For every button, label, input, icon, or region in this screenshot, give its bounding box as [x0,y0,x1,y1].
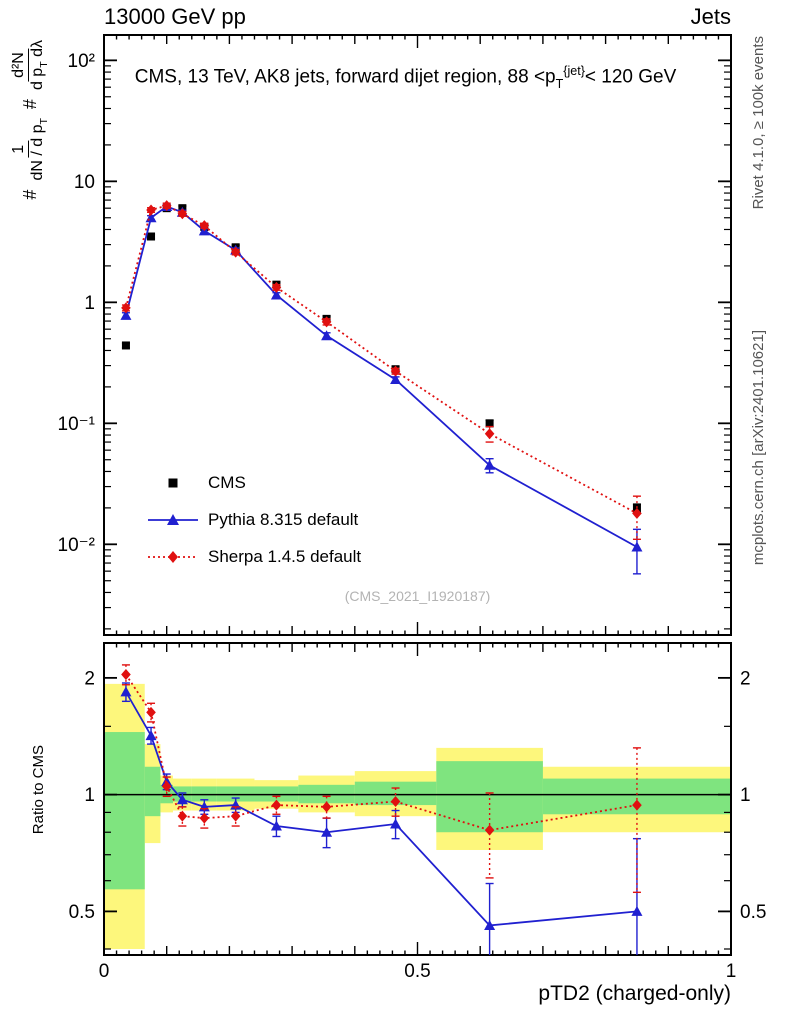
svg-text:0: 0 [99,961,110,982]
svg-text:10: 10 [74,172,95,193]
hash-symbol: # [19,99,40,110]
x-axis-title: pTD2 (charged-only) [538,982,731,1005]
svg-text:0.5: 0.5 [404,961,430,982]
svg-text:10²: 10² [68,51,95,72]
svg-text:1: 1 [726,961,737,982]
svg-text:1: 1 [740,785,751,806]
svg-text:10⁻²: 10⁻² [58,535,96,556]
svg-text:0.5: 0.5 [69,902,95,923]
svg-text:2: 2 [84,668,95,689]
watermark: (CMS_2021_I1920187) [344,588,491,604]
ratio-y-axis-label: Ratio to CMS [30,745,47,835]
analysis-group-label: Jets [690,4,731,29]
panel-title: CMS, 13 TeV, AK8 jets, forward dijet reg… [134,64,677,92]
mcplots-arxiv-note: mcplots.cern.ch [arXiv:2401.10621] [750,330,767,566]
legend-item-sherpa: Sherpa 1.4.5 default [146,538,361,575]
hash-symbol: # [19,189,40,200]
beam-energy-label: 13000 GeV pp [104,4,246,29]
fraction-1: 1 dN / d pT [10,118,50,181]
svg-text:1: 1 [84,293,95,314]
legend-label: Sherpa 1.4.5 default [208,546,362,566]
svg-text:10⁻¹: 10⁻¹ [58,414,96,435]
pythia-triangle-marker-icon [148,513,198,525]
cms-square-marker-icon [168,478,178,487]
legend-label: Pythia 8.315 default [208,509,359,529]
main-y-axis-label: # 1 dN / d pT # d²N d pT dλ [10,38,172,200]
legend-label: CMS [208,472,246,492]
rivet-version-note: Rivet 4.1.0, ≥ 100k events [750,36,767,210]
sherpa-diamond-marker-icon [148,550,198,563]
svg-text:1: 1 [84,785,95,806]
svg-text:0.5: 0.5 [740,902,766,923]
legend-item-cms: CMS [146,464,361,501]
svg-text:2: 2 [740,668,751,689]
fraction-2: d²N d pT dλ [10,40,50,91]
legend-item-pythia: Pythia 8.315 default [146,501,361,538]
legend: CMS Pythia 8.315 default Sherpa 1.4.5 de… [146,464,361,575]
